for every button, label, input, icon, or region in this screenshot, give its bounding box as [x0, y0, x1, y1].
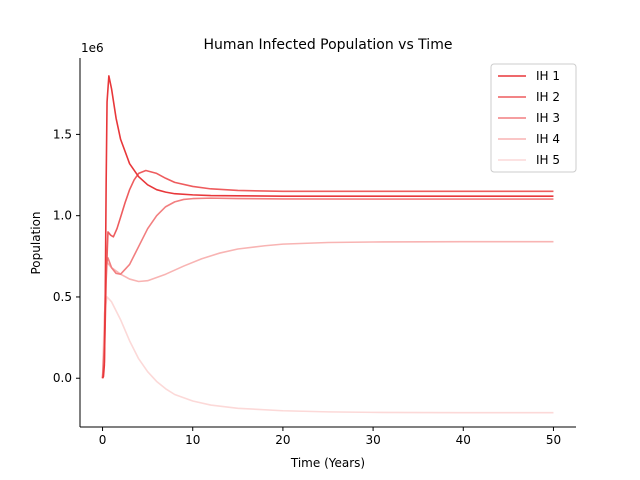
series-line-ih-4 — [101, 240, 554, 379]
series-lines — [101, 75, 554, 414]
legend-label: IH 2 — [536, 90, 560, 104]
legend-label: IH 4 — [536, 132, 560, 146]
series-line-ih-5 — [101, 296, 554, 414]
y-ticks: 0.0 0.5 1.0 1.5 — [53, 127, 80, 385]
legend-items: IH 1 IH 2 IH 3 IH 4 IH 5 — [498, 69, 560, 167]
x-tick-label: 20 — [275, 433, 290, 447]
y-tick-label: 1.0 — [53, 209, 72, 223]
series-line-ih-2 — [101, 169, 554, 379]
legend-label: IH 1 — [536, 69, 560, 83]
series-line-ih-3 — [101, 197, 554, 379]
legend-box — [490, 63, 577, 173]
y-tick-label: 1.5 — [53, 127, 72, 141]
y-axis-label: Population — [29, 211, 43, 274]
legend-label: IH 3 — [536, 111, 560, 125]
x-tick-label: 50 — [546, 433, 561, 447]
series-line-ih-1 — [101, 75, 554, 379]
x-tick-label: 30 — [365, 433, 380, 447]
y-multiplier-label: 1e6 — [81, 41, 104, 55]
x-tick-label: 10 — [185, 433, 200, 447]
legend-label: IH 5 — [536, 153, 560, 167]
chart-title: Human Infected Population vs Time — [204, 37, 453, 53]
x-tick-label: 40 — [456, 433, 471, 447]
x-axis-label: Time (Years) — [290, 456, 365, 470]
x-ticks: 0 10 20 30 40 50 — [99, 427, 561, 447]
y-tick-label: 0.5 — [53, 290, 72, 304]
x-tick-label: 0 — [99, 433, 107, 447]
legend: IH 1 IH 2 IH 3 IH 4 IH 5 — [490, 63, 577, 173]
y-tick-label: 0.0 — [53, 371, 72, 385]
